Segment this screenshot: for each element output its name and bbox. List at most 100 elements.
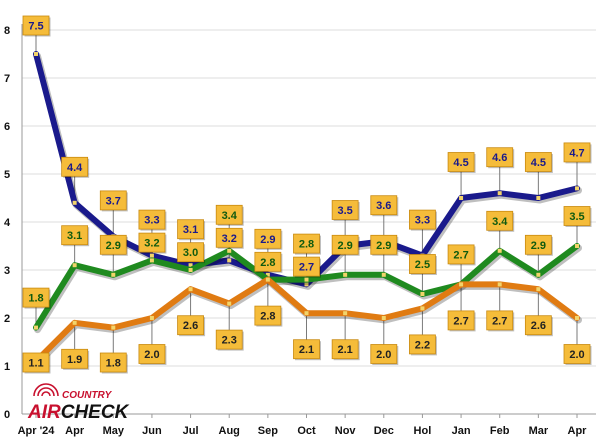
y-tick-label: 3: [4, 265, 10, 277]
series-2-point: [420, 306, 425, 311]
x-tick-label: Apr '24: [18, 425, 56, 437]
data-label-box: [293, 339, 320, 360]
data-label-box: [99, 190, 127, 211]
data-label-box: [331, 200, 359, 220]
x-tick-label: Oct: [297, 425, 316, 437]
data-label-box: [331, 234, 359, 255]
data-label: 2.9: [337, 240, 352, 252]
data-label: 2.6: [183, 320, 198, 332]
data-label: 2.3: [222, 335, 237, 347]
data-label: 2.7: [299, 262, 314, 274]
series-2-point: [497, 282, 502, 287]
data-label-box: [22, 287, 50, 308]
data-label-box: [177, 242, 204, 263]
series-2-point: [111, 325, 116, 330]
series-2-point: [72, 320, 77, 325]
data-label-box: [22, 352, 50, 373]
data-label: 2.9: [376, 240, 391, 252]
data-label: 2.1: [337, 344, 352, 356]
data-label-box: [563, 142, 591, 163]
y-tick-label: 1: [4, 361, 10, 373]
data-label-box: [22, 15, 50, 36]
x-tick-label: Aug: [219, 425, 240, 437]
series-1-point: [381, 272, 386, 277]
x-tick-label: Nov: [335, 425, 357, 437]
series-1-point: [111, 272, 116, 277]
series-2-point: [304, 311, 309, 316]
data-label: 3.5: [569, 211, 584, 223]
data-label: 7.5: [28, 21, 43, 33]
x-tick-label: Mar: [529, 425, 549, 437]
data-label: 1.8: [28, 293, 43, 305]
series-1-point: [149, 258, 154, 263]
logo-air-text: AIR: [27, 402, 61, 423]
data-label: 2.7: [453, 315, 468, 327]
series-0-point: [304, 282, 309, 287]
data-label: 2.8: [299, 239, 314, 251]
data-label: 3.4: [222, 210, 238, 222]
data-label: 2.9: [260, 234, 275, 246]
series-2-point: [459, 282, 464, 287]
data-label-box: [486, 210, 514, 231]
data-label-box: [254, 228, 282, 249]
series-1-point: [343, 272, 348, 277]
data-label-box: [293, 256, 320, 277]
series-2-point: [265, 277, 270, 282]
data-label: 3.2: [144, 238, 159, 250]
data-label: 1.8: [106, 358, 121, 370]
data-label: 3.3: [144, 215, 159, 227]
x-tick-label: May: [103, 425, 125, 437]
x-tick-label: Jul: [183, 425, 199, 437]
data-label-box: [254, 251, 282, 272]
series-1-point: [72, 263, 77, 268]
data-label-box: [138, 232, 166, 253]
data-label-box: [215, 329, 243, 350]
y-axis: 0 1 2 3 4 5 6 7 8: [4, 24, 23, 421]
series-0-point: [265, 272, 270, 277]
series-1-point: [304, 277, 309, 282]
data-label: 3.3: [415, 215, 430, 227]
radio-waves-icon: [33, 383, 59, 397]
series-1-point: [34, 325, 38, 330]
data-label: 2.0: [376, 349, 391, 361]
data-label-box: [370, 344, 398, 364]
data-label-box: [447, 152, 475, 172]
data-label-box: [409, 334, 436, 355]
data-label: 4.4: [67, 162, 83, 174]
x-tick-label: Jan: [452, 425, 471, 437]
data-label: 4.7: [569, 147, 584, 159]
data-label: 3.2: [222, 233, 237, 245]
series-1-point: [420, 292, 425, 296]
data-label: 4.5: [453, 157, 468, 169]
data-label-box: [215, 227, 243, 248]
data-label-box: [138, 209, 166, 230]
data-label-box: [99, 352, 127, 373]
data-label: 2.8: [260, 257, 275, 269]
data-label-box: [177, 219, 204, 240]
logo-check-text: CHECK: [61, 402, 130, 423]
data-label-box: [524, 152, 552, 172]
data-label: 1.9: [67, 354, 82, 366]
series-1-point: [536, 272, 541, 277]
logo-main-text: AIRCHECK: [27, 402, 130, 423]
x-tick-label: Jun: [142, 425, 162, 437]
x-tick-label: Apr: [568, 425, 588, 437]
y-tick-label: 5: [4, 169, 10, 181]
series-1-point: [188, 268, 193, 272]
country-aircheck-logo: COUNTRY AIRCHECK: [27, 383, 130, 423]
y-tick-label: 4: [4, 217, 11, 229]
series-1-point: [575, 244, 579, 248]
series-0-point: [72, 200, 77, 205]
series-0-point: [459, 196, 464, 200]
data-label-box: [447, 244, 475, 265]
data-label: 2.9: [531, 240, 546, 252]
y-tick-label: 6: [4, 121, 10, 133]
data-label: 2.6: [531, 320, 546, 332]
data-label-box: [563, 344, 591, 364]
data-label: 2.7: [492, 315, 507, 327]
data-label-box: [524, 315, 552, 336]
x-tick-label: Apr: [65, 425, 85, 437]
y-tick-label: 8: [4, 25, 10, 37]
